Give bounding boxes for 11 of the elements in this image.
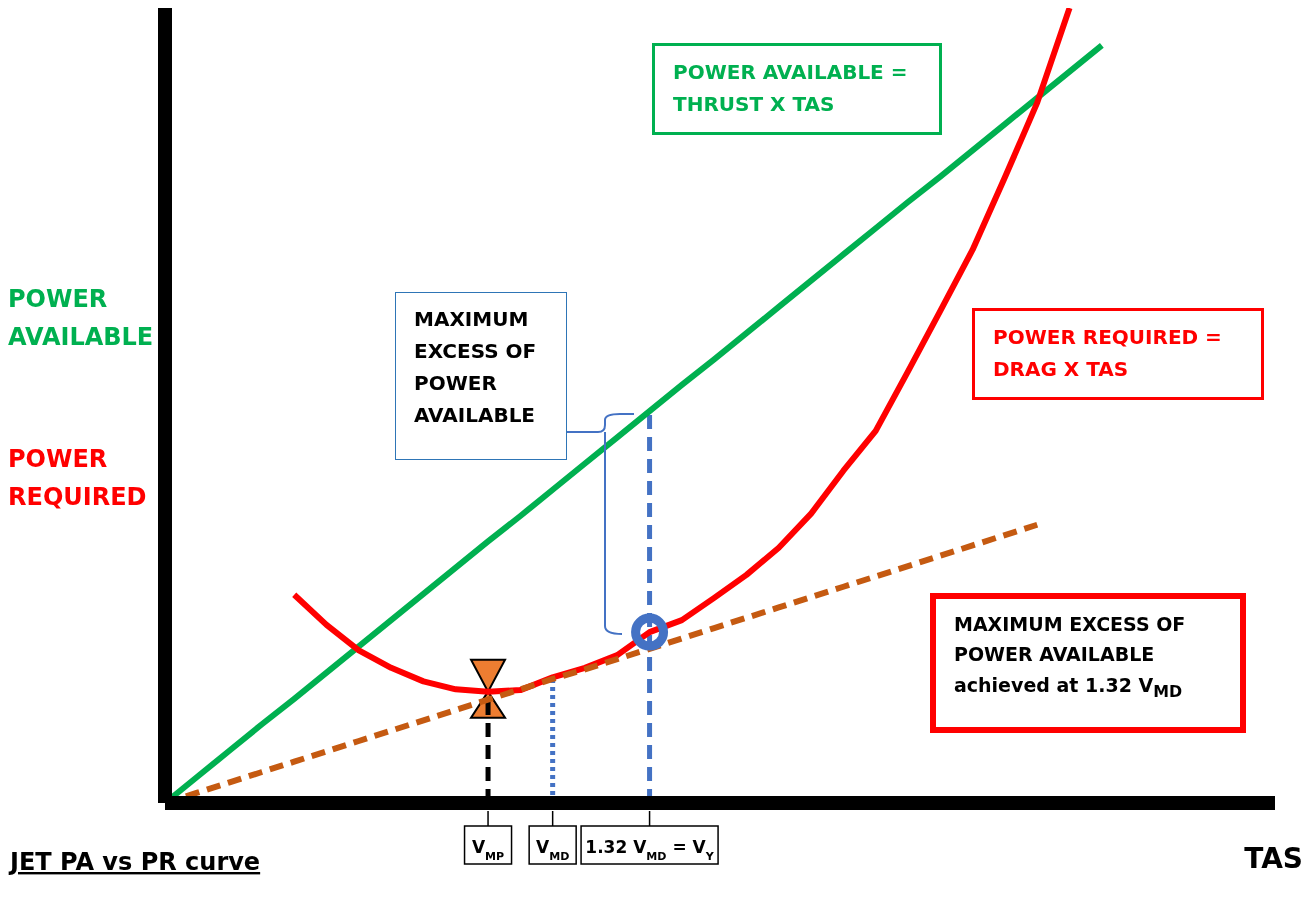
text: POWER REQUIRED xyxy=(8,444,148,514)
x-tick-label: V$_{MD}$ xyxy=(535,837,570,863)
text: JET PA vs PR curve xyxy=(8,848,261,876)
annotation: MAXIMUM EXCESS OF POWER AVAILABLE xyxy=(395,292,567,460)
text: POWER REQUIRED = DRAG X TAS xyxy=(972,308,1264,400)
text: POWER AVAILABLE = THRUST X TAS xyxy=(652,43,942,135)
text: POWER AVAILABLE xyxy=(8,284,155,354)
x-axis-title: TAS xyxy=(1244,842,1303,875)
x-tick-label: V$_{MP}$ xyxy=(471,837,505,863)
x-tick-label: 1.32 V$_{MD}$ = V$_{Y}$ xyxy=(585,837,715,863)
annotation: MAXIMUM EXCESS OF POWER AVAILABLE achieved at 1.32 V$_{MD}$ xyxy=(930,593,1246,733)
